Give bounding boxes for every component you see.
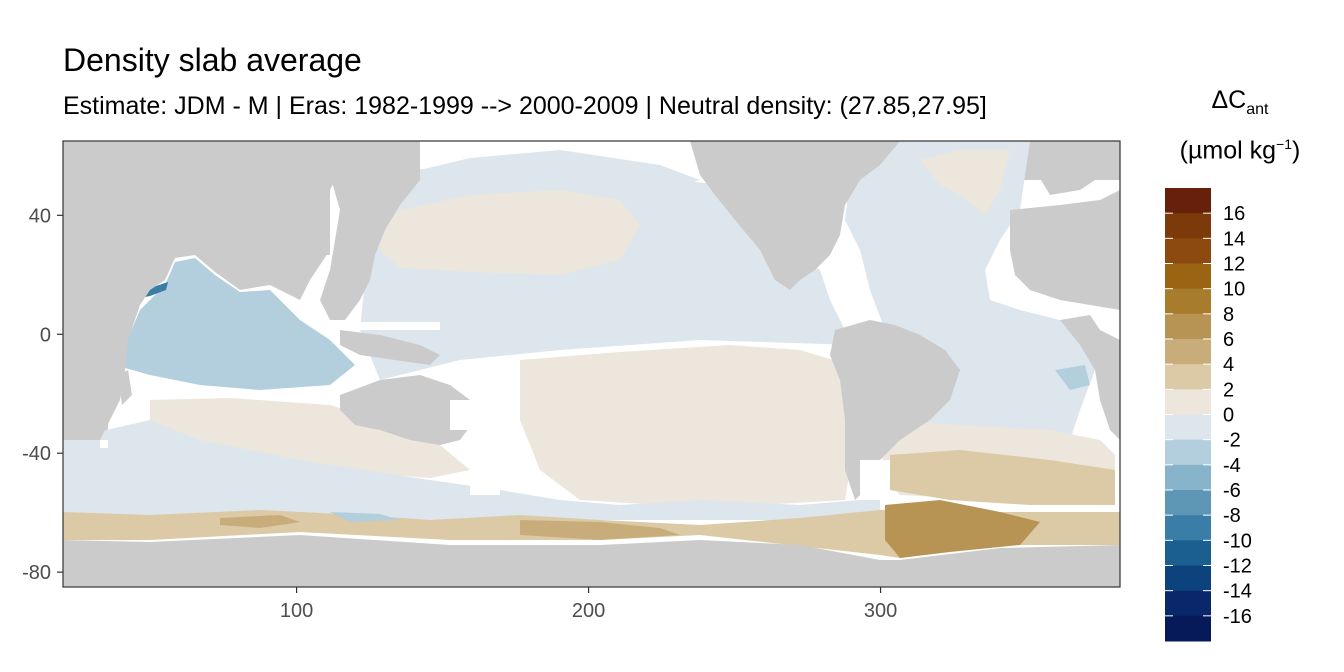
legend-colorbar — [1165, 188, 1211, 642]
legend-title: ΔCant — [1211, 86, 1269, 118]
legend-swatch — [1165, 414, 1211, 441]
legend-label: 2 — [1223, 379, 1234, 401]
legend-label: 14 — [1223, 228, 1245, 250]
legend-swatch — [1165, 464, 1211, 491]
legend-label: 12 — [1223, 254, 1245, 276]
legend-swatch — [1165, 213, 1211, 239]
legend-label: -8 — [1223, 505, 1241, 527]
legend-swatch — [1165, 313, 1211, 340]
legend-label: -12 — [1223, 556, 1252, 578]
legend-label: 10 — [1223, 279, 1245, 301]
legend-label: 6 — [1223, 329, 1234, 351]
y-tick-label: -40 — [22, 443, 51, 465]
legend-swatch — [1165, 364, 1211, 390]
coastal-na-cells — [100, 322, 890, 500]
panel-border — [62, 140, 1121, 588]
legend-label: -4 — [1223, 455, 1241, 477]
chart-subtitle: Estimate: JDM - M | Eras: 1982-1999 --> … — [63, 92, 987, 120]
greenland — [1030, 141, 1120, 195]
antarctica — [63, 535, 1120, 587]
region-southern-indian-ocean — [150, 398, 470, 478]
legend-swatch — [1165, 565, 1211, 592]
legend-label: 16 — [1223, 203, 1245, 225]
region-north-pacific — [380, 190, 640, 275]
asia-east — [320, 141, 420, 320]
region-subpolar-north-pacific — [420, 150, 700, 195]
legend-label: 0 — [1223, 405, 1234, 427]
x-tick-label: 200 — [572, 600, 605, 622]
region-nordic-seas — [920, 150, 1010, 215]
europe — [1010, 190, 1120, 310]
ocean-field — [63, 141, 1120, 587]
legend-swatch — [1165, 439, 1211, 466]
legend-swatch — [1165, 590, 1211, 617]
y-tick-label: -80 — [22, 562, 51, 584]
maritime-continent — [340, 330, 440, 365]
legend-label: -10 — [1223, 530, 1252, 552]
legend-swatch — [1165, 188, 1211, 214]
legend-swatch — [1165, 515, 1211, 541]
region-tropical-atlantic-blue — [1055, 365, 1090, 390]
legend-label: -16 — [1223, 606, 1252, 628]
legend-swatch — [1165, 263, 1211, 290]
chart-title: Density slab average — [63, 42, 362, 78]
africa — [1060, 315, 1120, 440]
legend-swatch — [1165, 339, 1211, 365]
x-axis: 100 200 300 — [280, 587, 897, 622]
legend-unit: (µmol kg−1) — [1179, 136, 1301, 165]
region-indian-antarctic — [220, 515, 300, 528]
x-tick-label: 300 — [864, 600, 897, 622]
legend-label: -2 — [1223, 430, 1241, 452]
legend-label: -6 — [1223, 480, 1241, 502]
legend-swatch — [1165, 540, 1211, 566]
south-america — [830, 320, 960, 500]
region-indian-ocean — [125, 258, 355, 390]
legend-swatch — [1165, 389, 1211, 415]
region-ross-sea — [520, 520, 680, 540]
north-america — [690, 141, 900, 290]
australia — [340, 375, 475, 445]
region-southern-ocean-indian — [63, 420, 880, 520]
legend-swatch — [1165, 615, 1211, 642]
region-weddell-sea — [885, 500, 1040, 558]
legend-swatch — [1165, 490, 1211, 516]
africa-eurasia-west — [63, 141, 340, 440]
legend-label: 8 — [1223, 304, 1234, 326]
legend-swatch — [1165, 288, 1211, 315]
y-axis: 40 0 -40 -80 — [22, 205, 63, 584]
madagascar — [118, 370, 132, 405]
region-pacific-antarctic-blue — [330, 512, 400, 522]
legend-labels: 16 14 12 10 8 6 4 2 0 -2 -4 -6 -8 -10 -12 -14 -16 — [1223, 203, 1252, 628]
region-south-atlantic-darker — [890, 450, 1115, 505]
y-tick-label: 0 — [40, 324, 51, 346]
continents — [63, 141, 1120, 500]
legend-label: -14 — [1223, 581, 1252, 603]
legend-swatch — [1165, 238, 1211, 264]
x-tick-label: 100 — [280, 600, 313, 622]
legend-label: 4 — [1223, 354, 1234, 376]
y-tick-label: 40 — [29, 205, 51, 227]
region-south-pacific — [520, 345, 855, 505]
